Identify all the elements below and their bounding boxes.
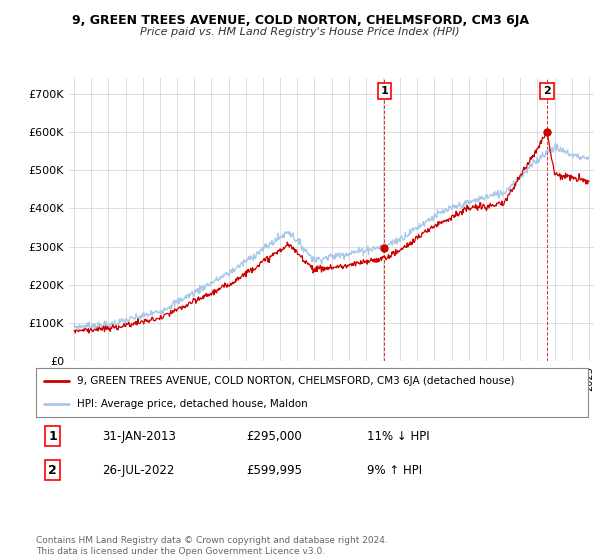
Text: £599,995: £599,995 xyxy=(246,464,302,477)
Text: 9, GREEN TREES AVENUE, COLD NORTON, CHELMSFORD, CM3 6JA: 9, GREEN TREES AVENUE, COLD NORTON, CHEL… xyxy=(71,14,529,27)
Text: 9% ↑ HPI: 9% ↑ HPI xyxy=(367,464,422,477)
Text: 2: 2 xyxy=(543,86,551,96)
Text: 26-JUL-2022: 26-JUL-2022 xyxy=(102,464,175,477)
Text: 11% ↓ HPI: 11% ↓ HPI xyxy=(367,430,430,443)
Text: Contains HM Land Registry data © Crown copyright and database right 2024.
This d: Contains HM Land Registry data © Crown c… xyxy=(36,536,388,556)
Text: 1: 1 xyxy=(380,86,388,96)
Text: 2: 2 xyxy=(48,464,57,477)
Text: 1: 1 xyxy=(48,430,57,443)
Text: Price paid vs. HM Land Registry's House Price Index (HPI): Price paid vs. HM Land Registry's House … xyxy=(140,27,460,37)
Text: £295,000: £295,000 xyxy=(246,430,302,443)
Text: 31-JAN-2013: 31-JAN-2013 xyxy=(102,430,176,443)
Text: HPI: Average price, detached house, Maldon: HPI: Average price, detached house, Mald… xyxy=(77,399,308,409)
Text: 9, GREEN TREES AVENUE, COLD NORTON, CHELMSFORD, CM3 6JA (detached house): 9, GREEN TREES AVENUE, COLD NORTON, CHEL… xyxy=(77,376,515,386)
